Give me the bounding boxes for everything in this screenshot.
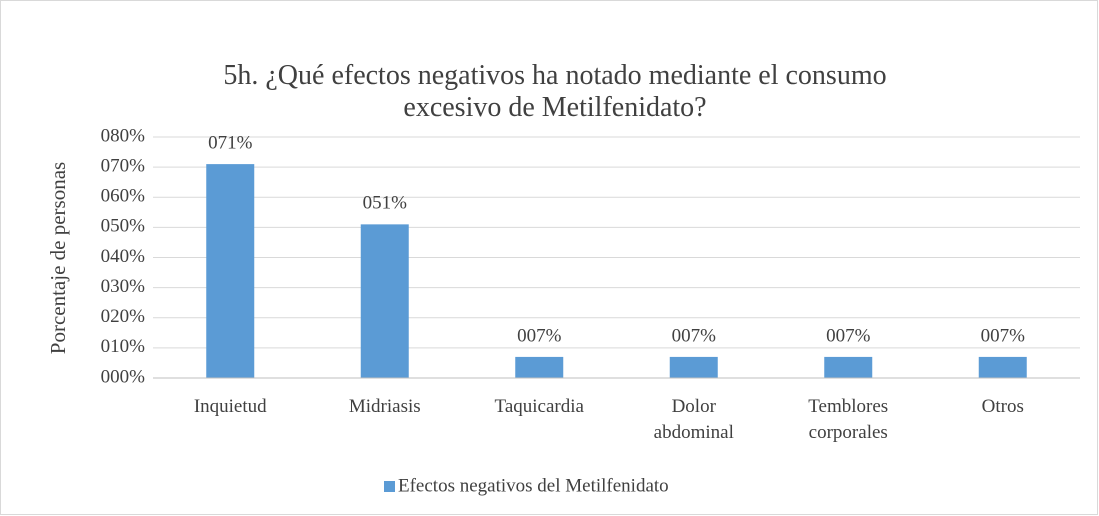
y-tick-label: 060% [101, 186, 146, 207]
legend-label: Efectos negativos del Metilfenidato [398, 475, 669, 496]
x-tick-label: Inquietud [194, 396, 267, 417]
x-tick-label: Dolor abdominal [654, 396, 734, 443]
data-label: 007% [672, 325, 717, 346]
y-tick-label: 010% [101, 336, 146, 357]
data-label: 007% [826, 325, 871, 346]
bar [669, 356, 718, 378]
y-tick-label: 000% [101, 366, 146, 387]
data-label: 051% [363, 193, 408, 214]
legend-swatch [384, 481, 395, 492]
bar [515, 356, 564, 378]
y-tick-label: 030% [101, 276, 146, 297]
chart-title: 5h. ¿Qué efectos negativos ha notado med… [223, 60, 886, 123]
bar [360, 224, 409, 378]
y-tick-label: 040% [101, 246, 146, 267]
data-label: 007% [981, 325, 1026, 346]
x-tick-label: Otros [982, 396, 1024, 417]
y-axis-title: Porcentaje de personas [46, 162, 70, 354]
y-tick-label: 020% [101, 306, 146, 327]
x-tick-label: Midriasis [349, 396, 421, 417]
y-tick-label: 080% [101, 125, 146, 146]
bar [824, 356, 873, 378]
y-tick-label: 050% [101, 216, 146, 237]
y-tick-label: 070% [101, 155, 146, 176]
bar [206, 164, 255, 378]
data-label: 007% [517, 325, 562, 346]
data-label: 071% [208, 132, 253, 153]
x-tick-label: Taquicardia [495, 396, 585, 417]
bar [978, 356, 1027, 378]
x-tick-label: Temblores corporales [808, 396, 888, 443]
